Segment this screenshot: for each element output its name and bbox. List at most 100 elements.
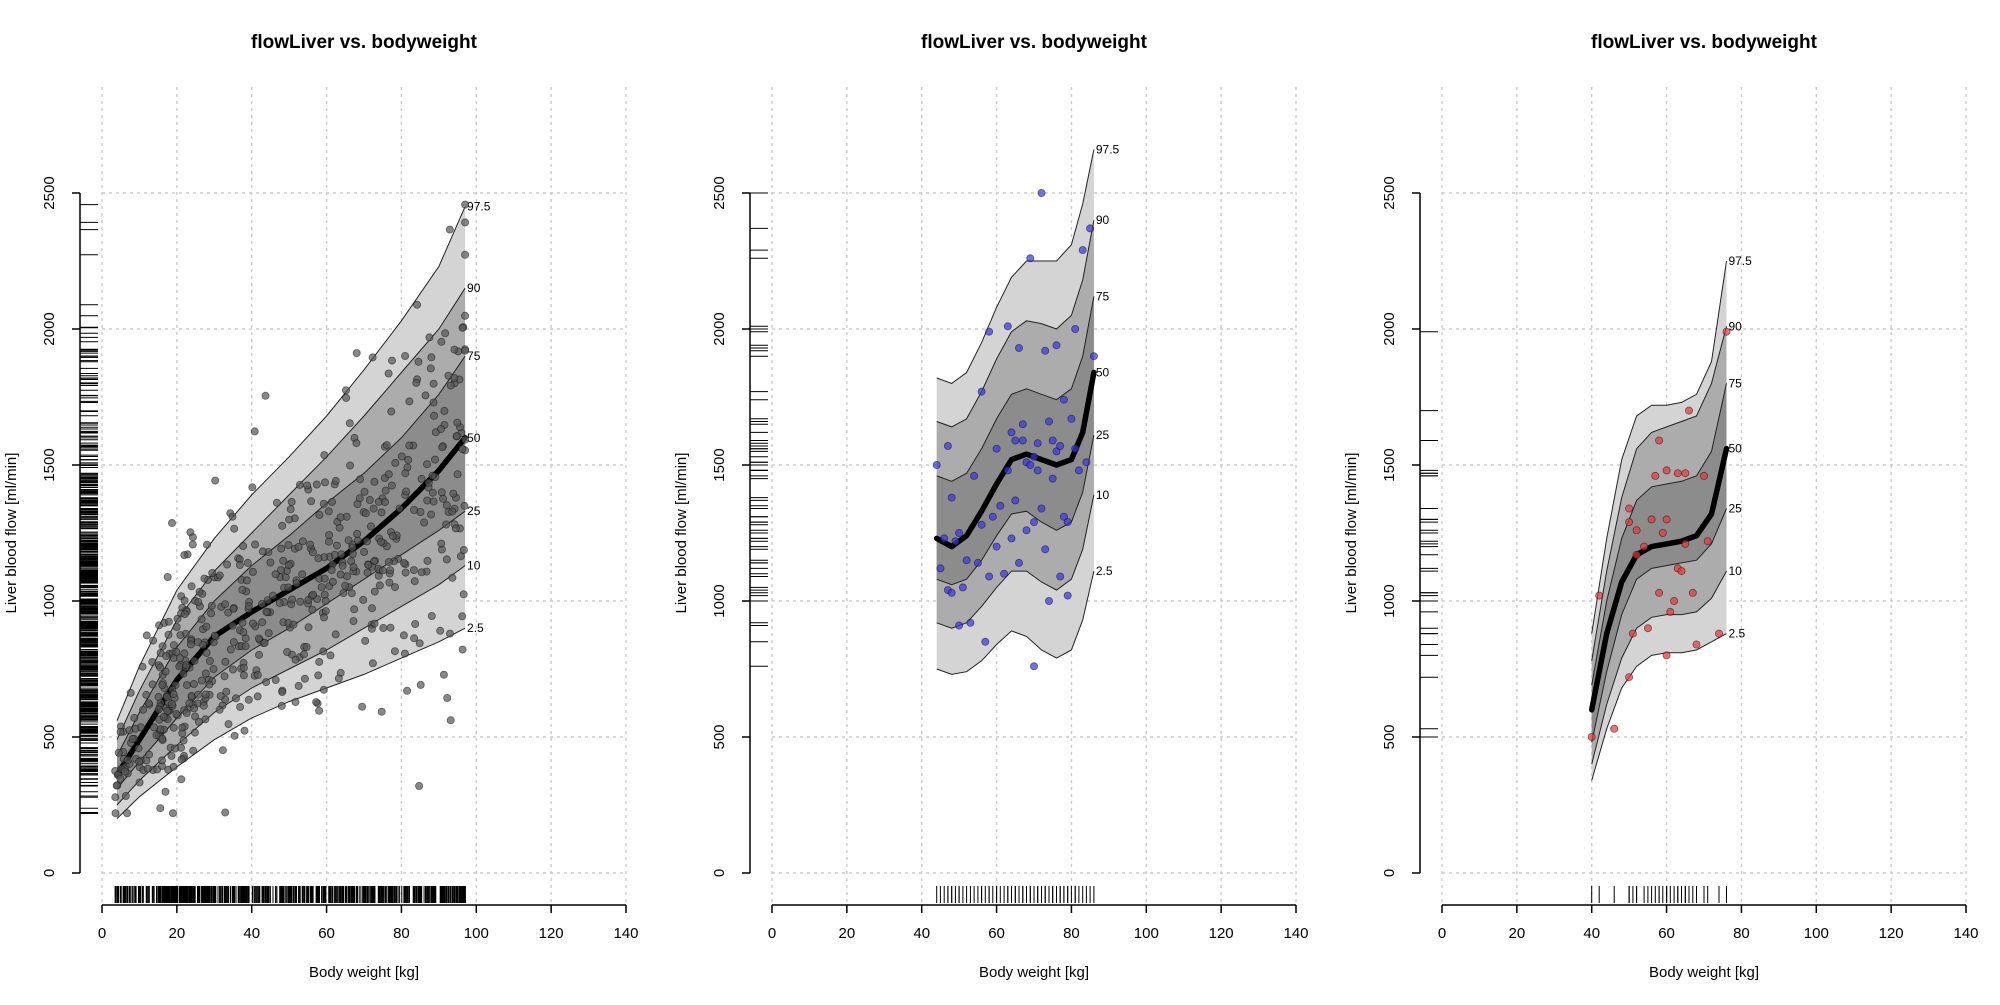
data-point <box>417 474 426 483</box>
data-point <box>1033 466 1042 475</box>
data-point <box>152 731 161 740</box>
data-point <box>254 650 263 659</box>
data-point <box>359 595 368 604</box>
x-axis <box>771 904 1297 913</box>
data-point <box>295 480 304 489</box>
data-point <box>453 470 462 479</box>
data-point <box>314 671 323 680</box>
percentile-line-90 <box>936 220 1095 428</box>
data-point <box>172 647 181 656</box>
data-point <box>330 550 339 559</box>
data-point <box>337 550 346 559</box>
data-point <box>315 706 324 715</box>
data-point <box>172 710 181 719</box>
data-point <box>1011 496 1020 505</box>
median-line <box>933 369 1097 550</box>
data-point <box>320 451 329 460</box>
data-point <box>221 600 230 609</box>
data-point <box>437 488 446 497</box>
data-point <box>349 563 358 572</box>
data-point <box>1595 591 1604 600</box>
data-point <box>423 556 432 565</box>
data-point <box>167 519 176 528</box>
data-point <box>350 605 359 614</box>
data-point <box>446 381 455 390</box>
data-point <box>1026 254 1035 263</box>
data-point <box>328 577 337 586</box>
data-point <box>386 566 395 575</box>
percentile-line-90 <box>1591 326 1727 661</box>
data-point <box>162 652 171 661</box>
x-axis <box>101 904 627 913</box>
data-point <box>262 678 271 687</box>
data-point <box>176 631 185 640</box>
data-point <box>210 631 219 640</box>
percentile-label-90: 90 <box>1728 319 1742 333</box>
data-point <box>1647 515 1656 524</box>
data-point <box>319 685 328 694</box>
data-point <box>201 690 210 699</box>
data-point <box>399 559 408 568</box>
data-point <box>209 665 218 674</box>
data-point <box>264 629 273 638</box>
data-point <box>458 612 467 621</box>
percentile-line-10 <box>116 565 466 806</box>
data-point <box>236 703 245 712</box>
data-point <box>139 705 148 714</box>
data-point <box>202 648 211 657</box>
data-point <box>429 497 438 506</box>
data-point <box>1643 624 1652 633</box>
data-point <box>251 540 260 549</box>
data-point <box>239 663 248 672</box>
data-point <box>1007 428 1016 437</box>
data-point <box>1722 327 1731 336</box>
data-point <box>279 556 288 565</box>
y-axis <box>72 192 81 874</box>
data-point <box>985 572 994 581</box>
data-point <box>177 755 186 764</box>
data-point <box>425 333 434 342</box>
data-point <box>424 478 433 487</box>
data-point <box>415 782 424 791</box>
data-point <box>992 542 1001 551</box>
data-point <box>186 640 195 649</box>
data-point <box>291 698 300 707</box>
data-point <box>352 349 361 358</box>
x-axis <box>1441 904 1967 913</box>
y-tick-label: 1500 <box>1381 448 1398 481</box>
data-point <box>461 250 470 259</box>
data-point <box>238 618 247 627</box>
data-point <box>353 529 362 538</box>
data-point <box>996 501 1005 510</box>
data-point <box>428 471 437 480</box>
data-point <box>445 629 454 638</box>
data-point <box>958 583 967 592</box>
data-point <box>248 567 257 576</box>
data-point <box>436 424 445 433</box>
percentile-label-50: 50 <box>467 431 481 445</box>
percentile-label-2.5: 2.5 <box>1096 564 1113 578</box>
data-point <box>1587 733 1596 742</box>
data-point <box>123 756 132 765</box>
percentile-label-10: 10 <box>1728 564 1742 578</box>
data-point <box>157 756 166 765</box>
data-point <box>223 560 232 569</box>
data-point <box>970 471 979 480</box>
data-point <box>284 561 293 570</box>
y-tick-label: 500 <box>41 724 58 749</box>
y-tick-label: 0 <box>1381 869 1398 877</box>
data-point <box>436 626 445 635</box>
percentile-label-97.5: 97.5 <box>467 200 491 214</box>
data-point <box>437 337 446 346</box>
data-point <box>156 663 165 672</box>
percentile-label-2.5: 2.5 <box>467 621 484 635</box>
data-point <box>1059 512 1068 521</box>
data-point <box>281 573 290 582</box>
data-point <box>190 728 199 737</box>
data-point <box>332 541 341 550</box>
data-point <box>243 558 252 567</box>
data-point <box>936 564 945 573</box>
rug-y <box>80 204 98 814</box>
data-point <box>142 631 151 640</box>
